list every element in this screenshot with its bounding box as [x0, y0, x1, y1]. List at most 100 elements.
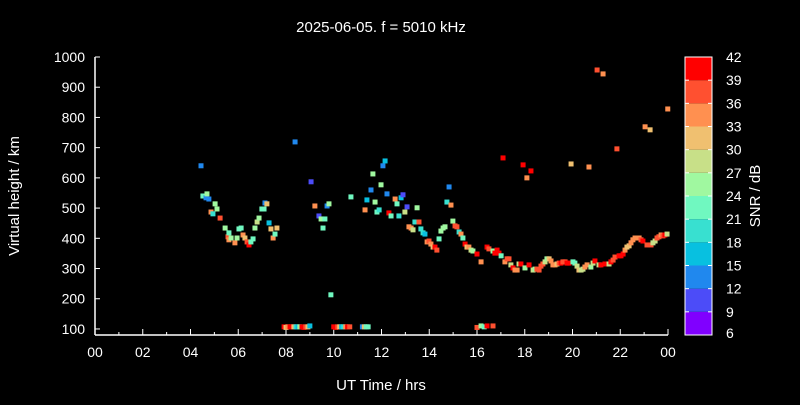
data-point [574, 263, 580, 269]
colorbar-tick-label: 42 [726, 49, 742, 65]
y-tick-label: 300 [62, 261, 86, 277]
data-point [322, 216, 328, 222]
data-point [268, 226, 274, 232]
data-point [508, 262, 514, 268]
data-point [396, 213, 402, 219]
data-point [450, 218, 456, 224]
y-axis-label: Virtual height / km [6, 136, 23, 256]
data-point [478, 259, 484, 265]
y-tick-label: 900 [62, 79, 86, 95]
data-point [307, 323, 313, 329]
data-point [612, 254, 618, 260]
data-point [500, 155, 506, 161]
colorbar-segment [685, 265, 712, 289]
data-point [528, 168, 534, 174]
data-point [362, 207, 368, 213]
colorbar-tick-label: 24 [726, 188, 742, 204]
colorbar-tick-label: 36 [726, 95, 742, 111]
data-point [416, 219, 422, 225]
data-point [586, 164, 592, 170]
y-tick-label: 400 [62, 230, 86, 246]
data-point [384, 191, 390, 197]
data-point [600, 71, 606, 77]
data-point [414, 205, 420, 211]
data-point [598, 262, 604, 268]
data-point [386, 210, 392, 216]
data-point [422, 231, 428, 237]
data-point [318, 216, 324, 222]
x-tick-label: 04 [183, 344, 199, 360]
data-point [665, 106, 671, 112]
data-point [222, 225, 228, 231]
data-point [242, 235, 248, 241]
x-tick-label: 14 [421, 344, 437, 360]
data-point [204, 191, 210, 197]
y-tick-label: 800 [62, 109, 86, 125]
data-point [628, 240, 634, 246]
data-point [347, 324, 353, 330]
data-point [274, 225, 280, 231]
data-point [412, 219, 418, 225]
data-point [647, 127, 653, 133]
colorbar-tick-label: 15 [726, 258, 742, 274]
data-point [642, 124, 648, 130]
data-point [494, 247, 500, 253]
data-point [198, 163, 204, 169]
data-point [496, 250, 502, 256]
data-point [518, 261, 524, 267]
colorbar-tick-label: 39 [726, 72, 742, 88]
data-point [388, 213, 394, 219]
data-point [214, 206, 220, 212]
data-point [428, 241, 434, 247]
data-point [572, 260, 578, 266]
data-point [225, 234, 231, 240]
colorbar-tick-label: 27 [726, 165, 742, 181]
data-point [492, 250, 498, 256]
y-tick-label: 600 [62, 170, 86, 186]
data-point [486, 246, 492, 252]
x-tick-label: 22 [612, 344, 628, 360]
data-point [470, 248, 476, 254]
x-tick-label: 08 [278, 344, 294, 360]
colorbar-label: SNR / dB [747, 165, 764, 228]
data-point [602, 261, 608, 267]
data-point [238, 225, 244, 231]
colorbar-tick-label: 9 [726, 304, 734, 320]
data-point [312, 203, 318, 209]
x-tick-label: 10 [326, 344, 342, 360]
data-point [588, 264, 594, 270]
data-point [402, 209, 408, 215]
data-point [462, 241, 468, 247]
data-point [594, 67, 600, 73]
y-tick-label: 100 [62, 321, 86, 337]
colorbar-segment [685, 219, 712, 243]
data-point [498, 253, 504, 259]
y-tick-label: 200 [62, 291, 86, 307]
colorbar-segment [685, 149, 712, 173]
colorbar-segment [685, 311, 712, 335]
data-point [234, 235, 240, 241]
data-point [326, 201, 332, 207]
data-point [378, 182, 384, 188]
data-point [434, 247, 440, 253]
colorbar-tick-label: 18 [726, 234, 742, 250]
data-point [261, 206, 267, 212]
data-point [640, 238, 646, 244]
data-point [438, 228, 444, 234]
data-point [490, 323, 496, 329]
data-point [426, 238, 432, 244]
data-point [474, 251, 480, 257]
data-point [484, 323, 490, 329]
data-point [292, 139, 298, 145]
data-point [436, 236, 442, 242]
data-point [474, 324, 480, 330]
data-point [444, 199, 450, 205]
data-point [506, 256, 512, 262]
colorbar-tick-label: 21 [726, 211, 742, 227]
data-point [316, 213, 322, 219]
data-point [568, 161, 574, 167]
data-point [542, 259, 548, 265]
data-point [228, 235, 234, 241]
data-point [454, 224, 460, 230]
data-point [364, 197, 370, 203]
